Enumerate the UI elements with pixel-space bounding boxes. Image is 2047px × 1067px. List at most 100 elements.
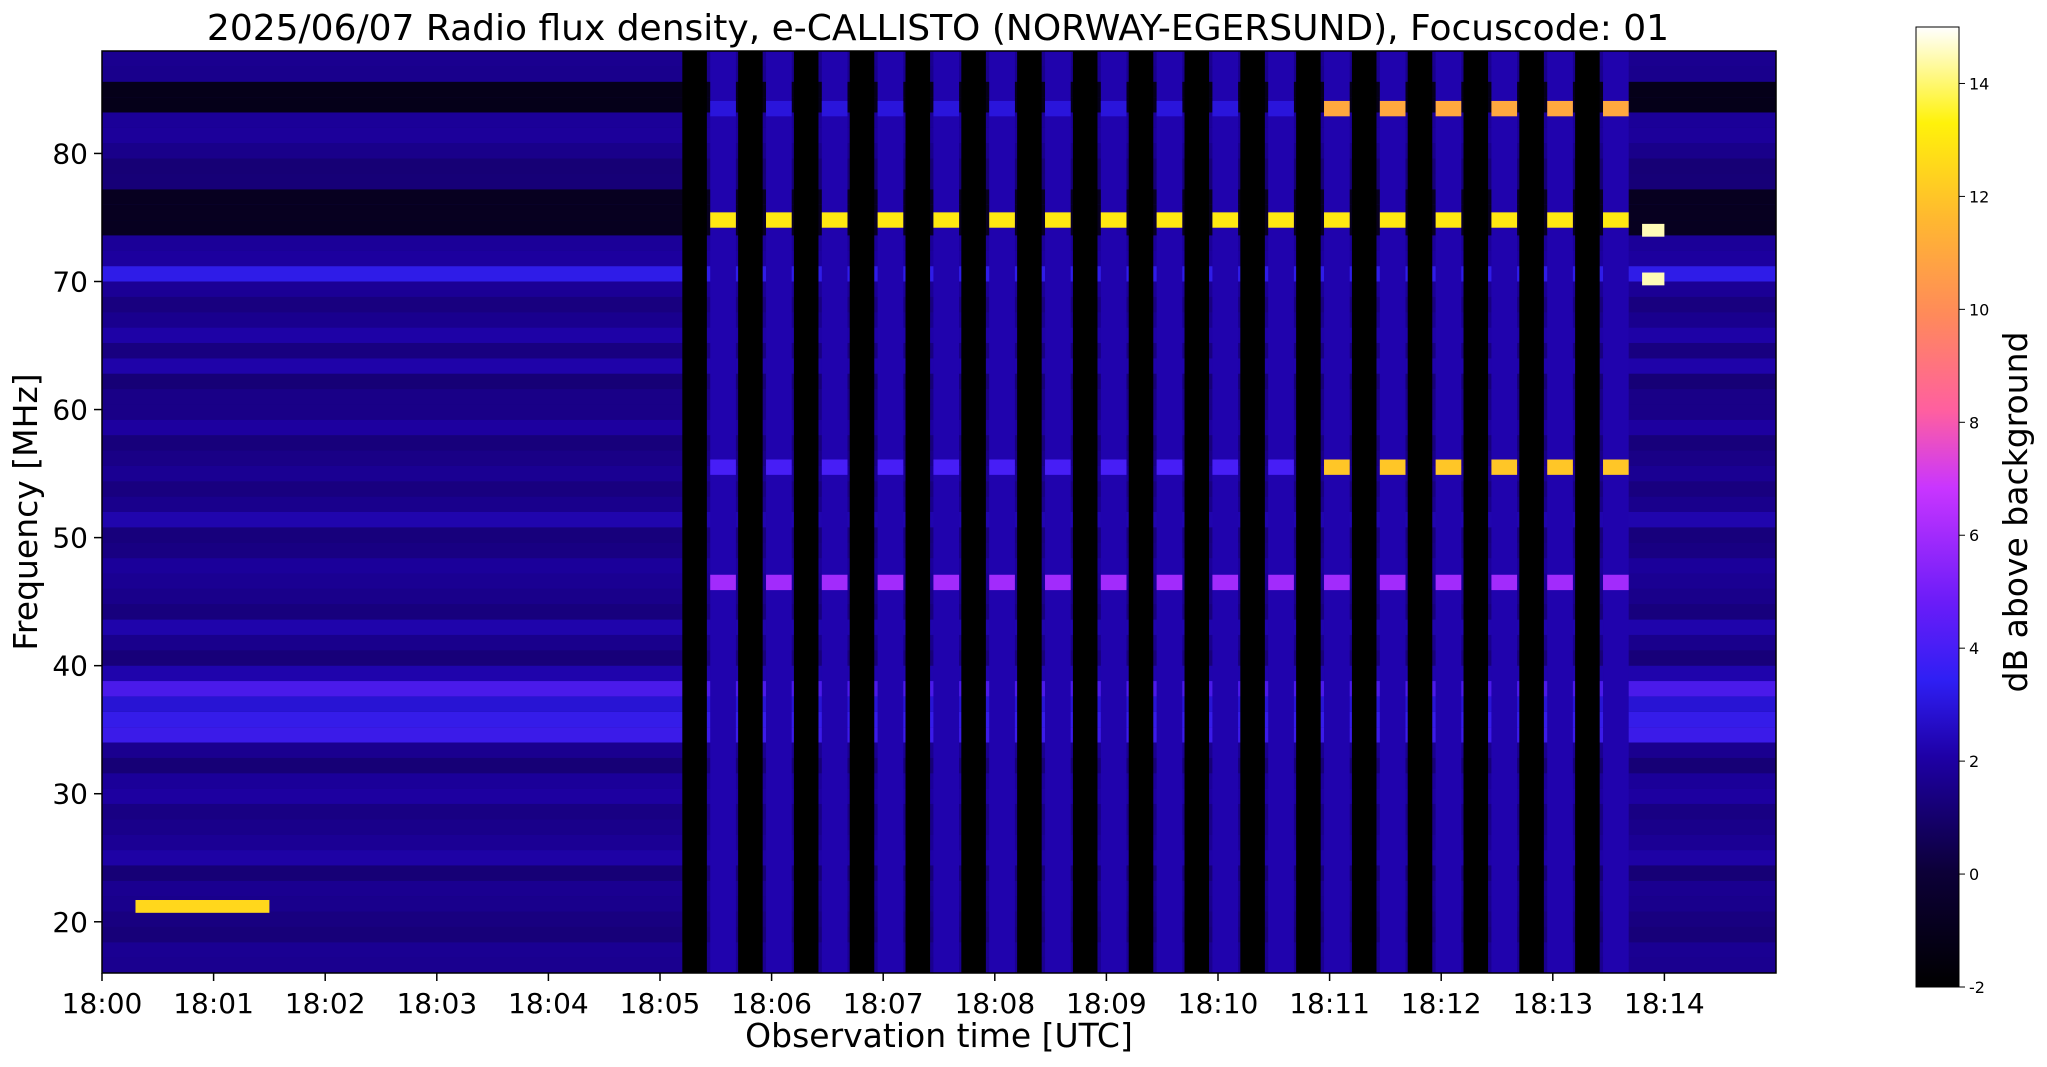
pulse-band [821, 100, 848, 117]
x-tick-label: 18:10 [1178, 987, 1259, 1020]
pulse-dark-column [1184, 51, 1210, 973]
pulse-dark-column [738, 51, 763, 973]
pulse-band [989, 100, 1015, 117]
pulse-bright-column [1547, 51, 1573, 973]
y-tick-label: 70 [52, 266, 88, 299]
pulse-band [1212, 100, 1239, 117]
x-tick-label: 18:02 [285, 987, 366, 1020]
x-axis-label: Observation time [UTC] [745, 1016, 1133, 1055]
pulse-band [1379, 212, 1406, 228]
pulse-dark-column [793, 51, 819, 973]
pulse-band [1100, 459, 1127, 475]
pulse-band [933, 212, 960, 228]
plot-area [101, 50, 1777, 974]
late-marker [1642, 272, 1665, 286]
pulse-band [766, 212, 792, 228]
pulse-dark-column [905, 51, 931, 973]
pulse-band [1603, 212, 1629, 228]
x-tick-label: 18:12 [1401, 987, 1482, 1020]
pulse-band [877, 100, 904, 117]
pulse-dark-column [961, 51, 986, 973]
pulse-band [1435, 574, 1462, 591]
pulse-band [1045, 459, 1071, 475]
pulse-dark-column [1407, 51, 1433, 973]
pulse-bright-column [1379, 51, 1406, 973]
pulse-band [1100, 574, 1127, 591]
x-tick-label: 18:00 [62, 987, 143, 1020]
pulse-band [766, 100, 792, 117]
pulse-bright-column [1324, 51, 1350, 973]
pulse-dark-column [682, 51, 707, 973]
pulse-dark-column [1072, 51, 1098, 973]
pulse-band [989, 574, 1015, 591]
pulse-band [1100, 212, 1127, 228]
colorbar-gradient [1915, 26, 1960, 988]
x-tick-label: 18:07 [843, 987, 924, 1020]
pulse-band [1156, 100, 1183, 117]
pulse-bright-column [1491, 51, 1518, 973]
y-tick-label: 20 [52, 906, 88, 939]
pulse-band [989, 212, 1015, 228]
x-tick-label: 18:09 [1066, 987, 1147, 1020]
pulse-band [989, 459, 1015, 475]
pulse-bright-column [821, 51, 848, 973]
pulse-band [710, 459, 736, 475]
pulse-band [933, 574, 960, 591]
pulse-bright-column [877, 51, 904, 973]
pulse-band [1156, 574, 1183, 591]
pulse-band [710, 100, 736, 117]
pulse-band [1491, 100, 1518, 117]
x-tick-label: 18:03 [396, 987, 477, 1020]
pulse-band [1212, 459, 1239, 475]
x-tick-label: 18:04 [508, 987, 589, 1020]
colorbar-tick-label: 10 [1969, 300, 1989, 319]
pulse-bright-column [933, 51, 960, 973]
pulse-bright-column [1212, 51, 1239, 973]
colorbar-tick-label: 14 [1969, 74, 1989, 93]
pulse-band [1045, 574, 1071, 591]
pulse-band [1045, 100, 1071, 117]
colorbar-tick-label: 8 [1969, 413, 1979, 432]
pulse-band [766, 574, 792, 591]
pulse-band [1268, 100, 1294, 117]
pulse-band [1603, 100, 1629, 117]
pulse-bright-column [1045, 51, 1071, 973]
y-tick-label: 60 [52, 394, 88, 427]
pulse-band [1324, 212, 1350, 228]
colorbar-tick-label: 4 [1969, 639, 1979, 658]
pulse-dark-column [1296, 51, 1321, 973]
pulse-band [877, 459, 904, 475]
colorbar: -2 0 2 4 6 8 10 12 14 dB above background [1915, 26, 2035, 997]
y-tick-label: 80 [52, 137, 88, 170]
pulse-band [1491, 574, 1518, 591]
pulse-dark-column [1351, 51, 1377, 973]
pulse-band [1547, 574, 1573, 591]
pulse-band [877, 574, 904, 591]
pulse-band [710, 212, 736, 228]
y-tick-label: 40 [52, 650, 88, 683]
pulse-band [1100, 100, 1127, 117]
pulse-dark-column [1463, 51, 1489, 973]
pulse-band [1268, 459, 1294, 475]
pulse-band [933, 459, 960, 475]
pulse-band [1491, 212, 1518, 228]
x-tick-label: 18:05 [620, 987, 701, 1020]
pulse-bright-column [1435, 51, 1462, 973]
pulse-band [1379, 459, 1406, 475]
x-tick-label: 18:11 [1289, 987, 1370, 1020]
pulse-bright-column [1156, 51, 1183, 973]
colorbar-tick-label: 6 [1969, 526, 1979, 545]
x-axis: 18:00 18:01 18:02 18:03 18:04 18:05 18:06 18:07… [62, 973, 1705, 1020]
late-marker [1642, 223, 1665, 237]
pulse-bright-column [766, 51, 792, 973]
pulse-band [766, 459, 792, 475]
pulse-band [1379, 574, 1406, 591]
pulse-band [1547, 459, 1573, 475]
colorbar-ticks: -2 0 2 4 6 8 10 12 14 [1959, 74, 1989, 997]
pulse-band [1547, 212, 1573, 228]
pulse-bright-column [1100, 51, 1127, 973]
pulse-band [1268, 212, 1294, 228]
chart-title: 2025/06/07 Radio flux density, e-CALLIST… [207, 8, 1669, 49]
x-tick-label: 18:14 [1624, 987, 1705, 1020]
